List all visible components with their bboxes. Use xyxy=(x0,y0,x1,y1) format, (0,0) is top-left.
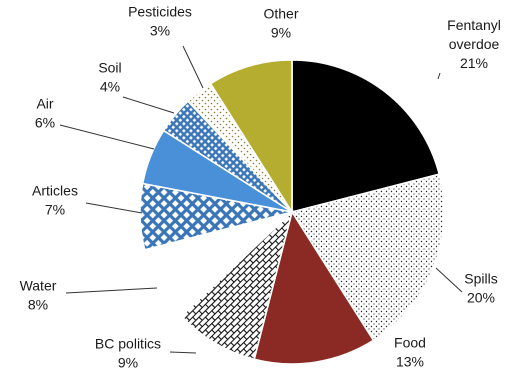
pie-slice-other xyxy=(209,59,293,215)
slice-category-label: Water xyxy=(20,278,57,294)
slice-percent-label: 6% xyxy=(35,115,55,131)
slice-percent-label: 13% xyxy=(396,354,424,370)
pie-slice-spills xyxy=(290,173,445,342)
slice-category-label: Spills xyxy=(464,271,497,287)
slice-category-label: Soil xyxy=(98,60,121,76)
leader-line xyxy=(437,72,441,80)
pie-slice-bc-politics xyxy=(180,209,294,361)
slice-percent-label: 9% xyxy=(118,355,138,371)
leader-line xyxy=(435,267,463,293)
slice-percent-label: 9% xyxy=(271,25,291,41)
slice-category-label: Fentanyl xyxy=(447,17,501,33)
slice-percent-label: 20% xyxy=(467,290,495,306)
leader-line xyxy=(169,351,197,354)
slice-category-label: overdoe xyxy=(449,36,500,52)
leader-line xyxy=(85,202,143,214)
slice-percent-label: 3% xyxy=(150,23,170,39)
leader-line xyxy=(122,96,175,114)
slice-percent-label: 4% xyxy=(100,79,120,95)
slice-category-label: Air xyxy=(36,96,53,112)
slice-category-label: Food xyxy=(394,335,426,351)
pie-slice-fentanyl-overdoe xyxy=(291,59,441,214)
pie-slice-food xyxy=(253,210,375,365)
slice-percent-label: 8% xyxy=(28,297,48,313)
leader-line xyxy=(65,287,158,294)
slice-category-label: BC politics xyxy=(95,336,161,352)
leader-line xyxy=(59,124,155,150)
slice-percent-label: 21% xyxy=(460,55,488,71)
slice-category-label: Pesticides xyxy=(128,4,192,20)
slice-category-label: Other xyxy=(263,6,298,22)
slice-category-label: Articles xyxy=(32,183,78,199)
slice-percent-label: 7% xyxy=(45,202,65,218)
leader-line xyxy=(182,45,204,89)
